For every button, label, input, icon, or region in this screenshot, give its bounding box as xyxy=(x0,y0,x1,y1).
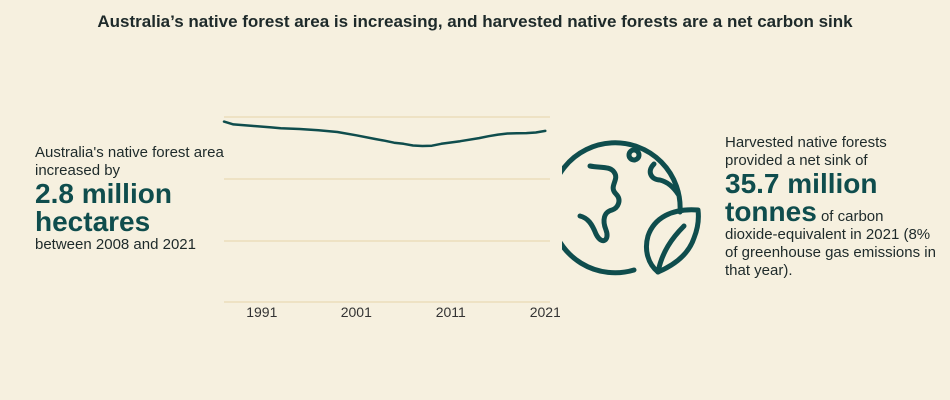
x-tick-label: 2001 xyxy=(341,304,372,320)
carbon-sink-unit: tonnes xyxy=(725,196,817,227)
forest-area-series-line xyxy=(222,120,547,148)
forest-area-period: between 2008 and 2021 xyxy=(35,236,196,253)
x-tick-label: 2011 xyxy=(436,304,466,320)
forest-area-unit: hectares xyxy=(35,206,151,237)
globe-leaf-icon xyxy=(562,140,701,276)
chart-title: Australia’s native forest area is increa… xyxy=(97,12,853,31)
carbon-sink-description: of carbon dioxide-equivalent in 2021 (8%… xyxy=(725,208,936,279)
forest-area-value: 2.8 million xyxy=(35,178,172,209)
x-tick-label: 2021 xyxy=(530,304,560,320)
carbon-sink-callout: Harvested native forests provided a net … xyxy=(725,134,940,280)
carbon-sink-intro: Harvested native forests provided a net … xyxy=(725,134,887,169)
forest-area-callout: Australia's native forest area increased… xyxy=(35,144,225,254)
x-tick-label: 1991 xyxy=(246,304,277,320)
forest-area-intro: Australia's native forest area increased… xyxy=(35,144,224,179)
forest-area-line-chart: 1991 2001 2011 2021 xyxy=(222,116,560,320)
carbon-sink-value: 35.7 million xyxy=(725,168,878,199)
